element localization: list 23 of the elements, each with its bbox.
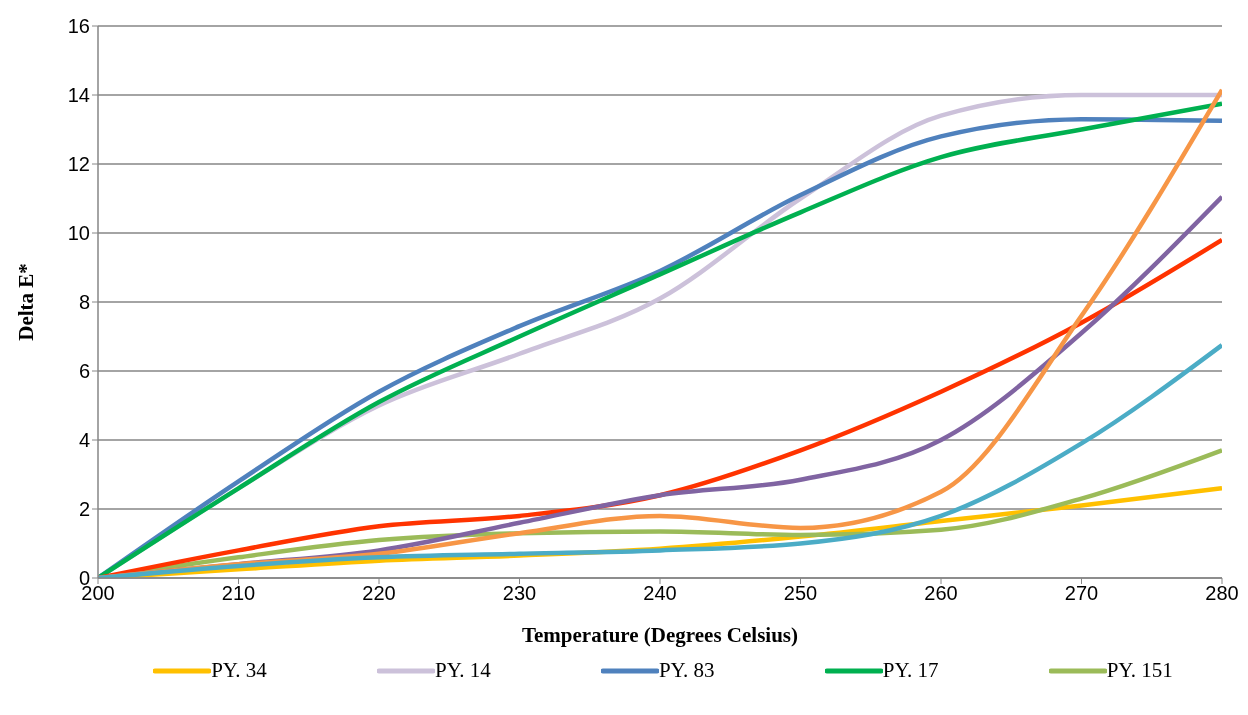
y-tick-label: 12 <box>67 153 90 176</box>
x-tick-label: 210 <box>221 582 256 605</box>
x-tick-label: 280 <box>1205 582 1239 605</box>
y-tick-label: 2 <box>78 498 90 521</box>
y-tick-label: 8 <box>78 291 90 314</box>
y-tick-label: 10 <box>67 222 90 245</box>
legend-label: PY. 14 <box>435 658 491 683</box>
y-tick-label: 14 <box>67 84 90 107</box>
x-tick-label: 230 <box>502 582 537 605</box>
x-tick-label: 260 <box>924 582 958 605</box>
x-tick-label: 240 <box>643 582 677 605</box>
x-axis-title: Temperature (Degrees Celsius) <box>521 623 799 647</box>
legend-label: PY. 83 <box>658 658 715 683</box>
x-tick-label: 220 <box>362 582 396 605</box>
legend-label: PY. 34 <box>211 658 267 683</box>
y-axis-title: Delta E* <box>14 263 39 341</box>
y-tick-label: 16 <box>67 15 90 38</box>
y-tick-label: 4 <box>78 429 90 452</box>
y-tick-label: 6 <box>78 360 90 383</box>
legend-label: PY. 17 <box>882 658 939 683</box>
legend-label: PY. 151 <box>1106 658 1173 683</box>
x-tick-label: 250 <box>783 582 818 605</box>
x-tick-label: 270 <box>1064 582 1099 605</box>
